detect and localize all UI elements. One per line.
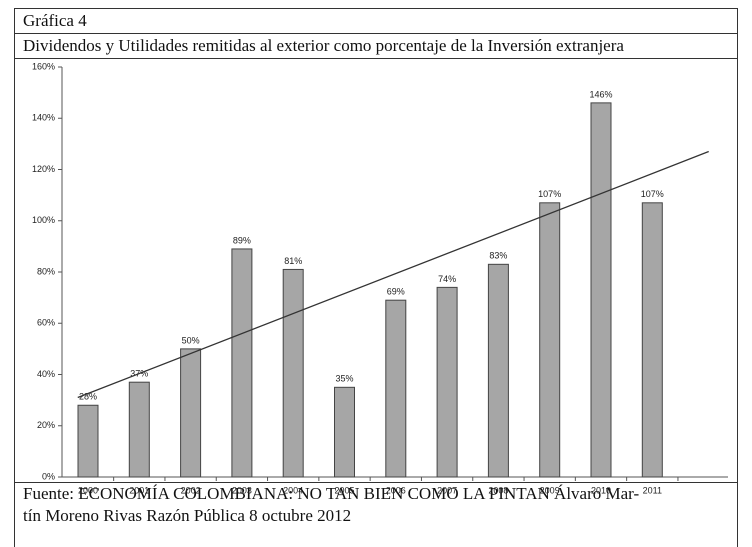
x-tick-label: 2009 [540,485,560,495]
bar [385,299,407,478]
y-tick-label: 140% [32,113,55,123]
source-line: tín Moreno Rivas Razón Pública 8 octubre… [23,506,352,525]
bar [487,263,509,478]
value-label: 28% [79,392,97,402]
y-tick-label: 160% [32,61,55,71]
value-label: 89% [233,235,251,245]
value-label: 81% [284,256,302,266]
y-tick-label: 40% [37,369,55,379]
bar [128,381,150,478]
y-tick-label: 20% [37,420,55,430]
value-label: 107% [641,189,664,199]
source: Fuente: ECONOMÍA COLOMBIANA: NO TAN BIEN… [23,483,639,527]
chart-box [15,59,737,483]
bar [539,202,561,478]
x-tick-label: 2002 [181,485,201,495]
figure-label: Gráfica 4 [15,9,737,34]
value-label: 146% [589,89,612,99]
source-line: Fuente: ECONOMÍA COLOMBIANA: NO TAN BIEN… [23,484,640,503]
value-label: 35% [335,374,353,384]
bar [334,386,355,478]
x-tick-label: 2010 [591,485,611,495]
x-tick-label: 2003 [232,485,252,495]
y-tick-label: 100% [32,215,55,225]
bar [231,248,253,478]
x-tick-label: 2001 [129,485,149,495]
y-tick-label: 60% [37,318,55,328]
value-label: 107% [538,189,561,199]
bar [77,404,99,478]
x-tick-label: 2000 [78,485,98,495]
bar [590,102,612,478]
bar [436,286,458,478]
frame: Gráfica 4 Dividendos y Utilidades remiti… [14,8,738,547]
value-label: 74% [438,274,456,284]
y-tick-label: 120% [32,164,55,174]
x-tick-label: 2005 [334,485,354,495]
bar [641,202,663,478]
x-tick-label: 2004 [283,485,303,495]
x-tick-label: 2008 [488,485,508,495]
bar [282,268,304,478]
y-tick-label: 80% [37,266,55,276]
y-tick-label: 0% [42,471,55,481]
bar [180,348,202,478]
trend-line [77,150,709,399]
x-tick-label: 2011 [643,485,662,495]
x-tick-label: 2007 [437,485,457,495]
x-tick-label: 2006 [386,485,406,495]
value-label: 83% [489,251,507,261]
value-label: 69% [387,287,405,297]
value-label: 50% [182,335,200,345]
chart-title: Dividendos y Utilidades remitidas al ext… [15,34,737,59]
